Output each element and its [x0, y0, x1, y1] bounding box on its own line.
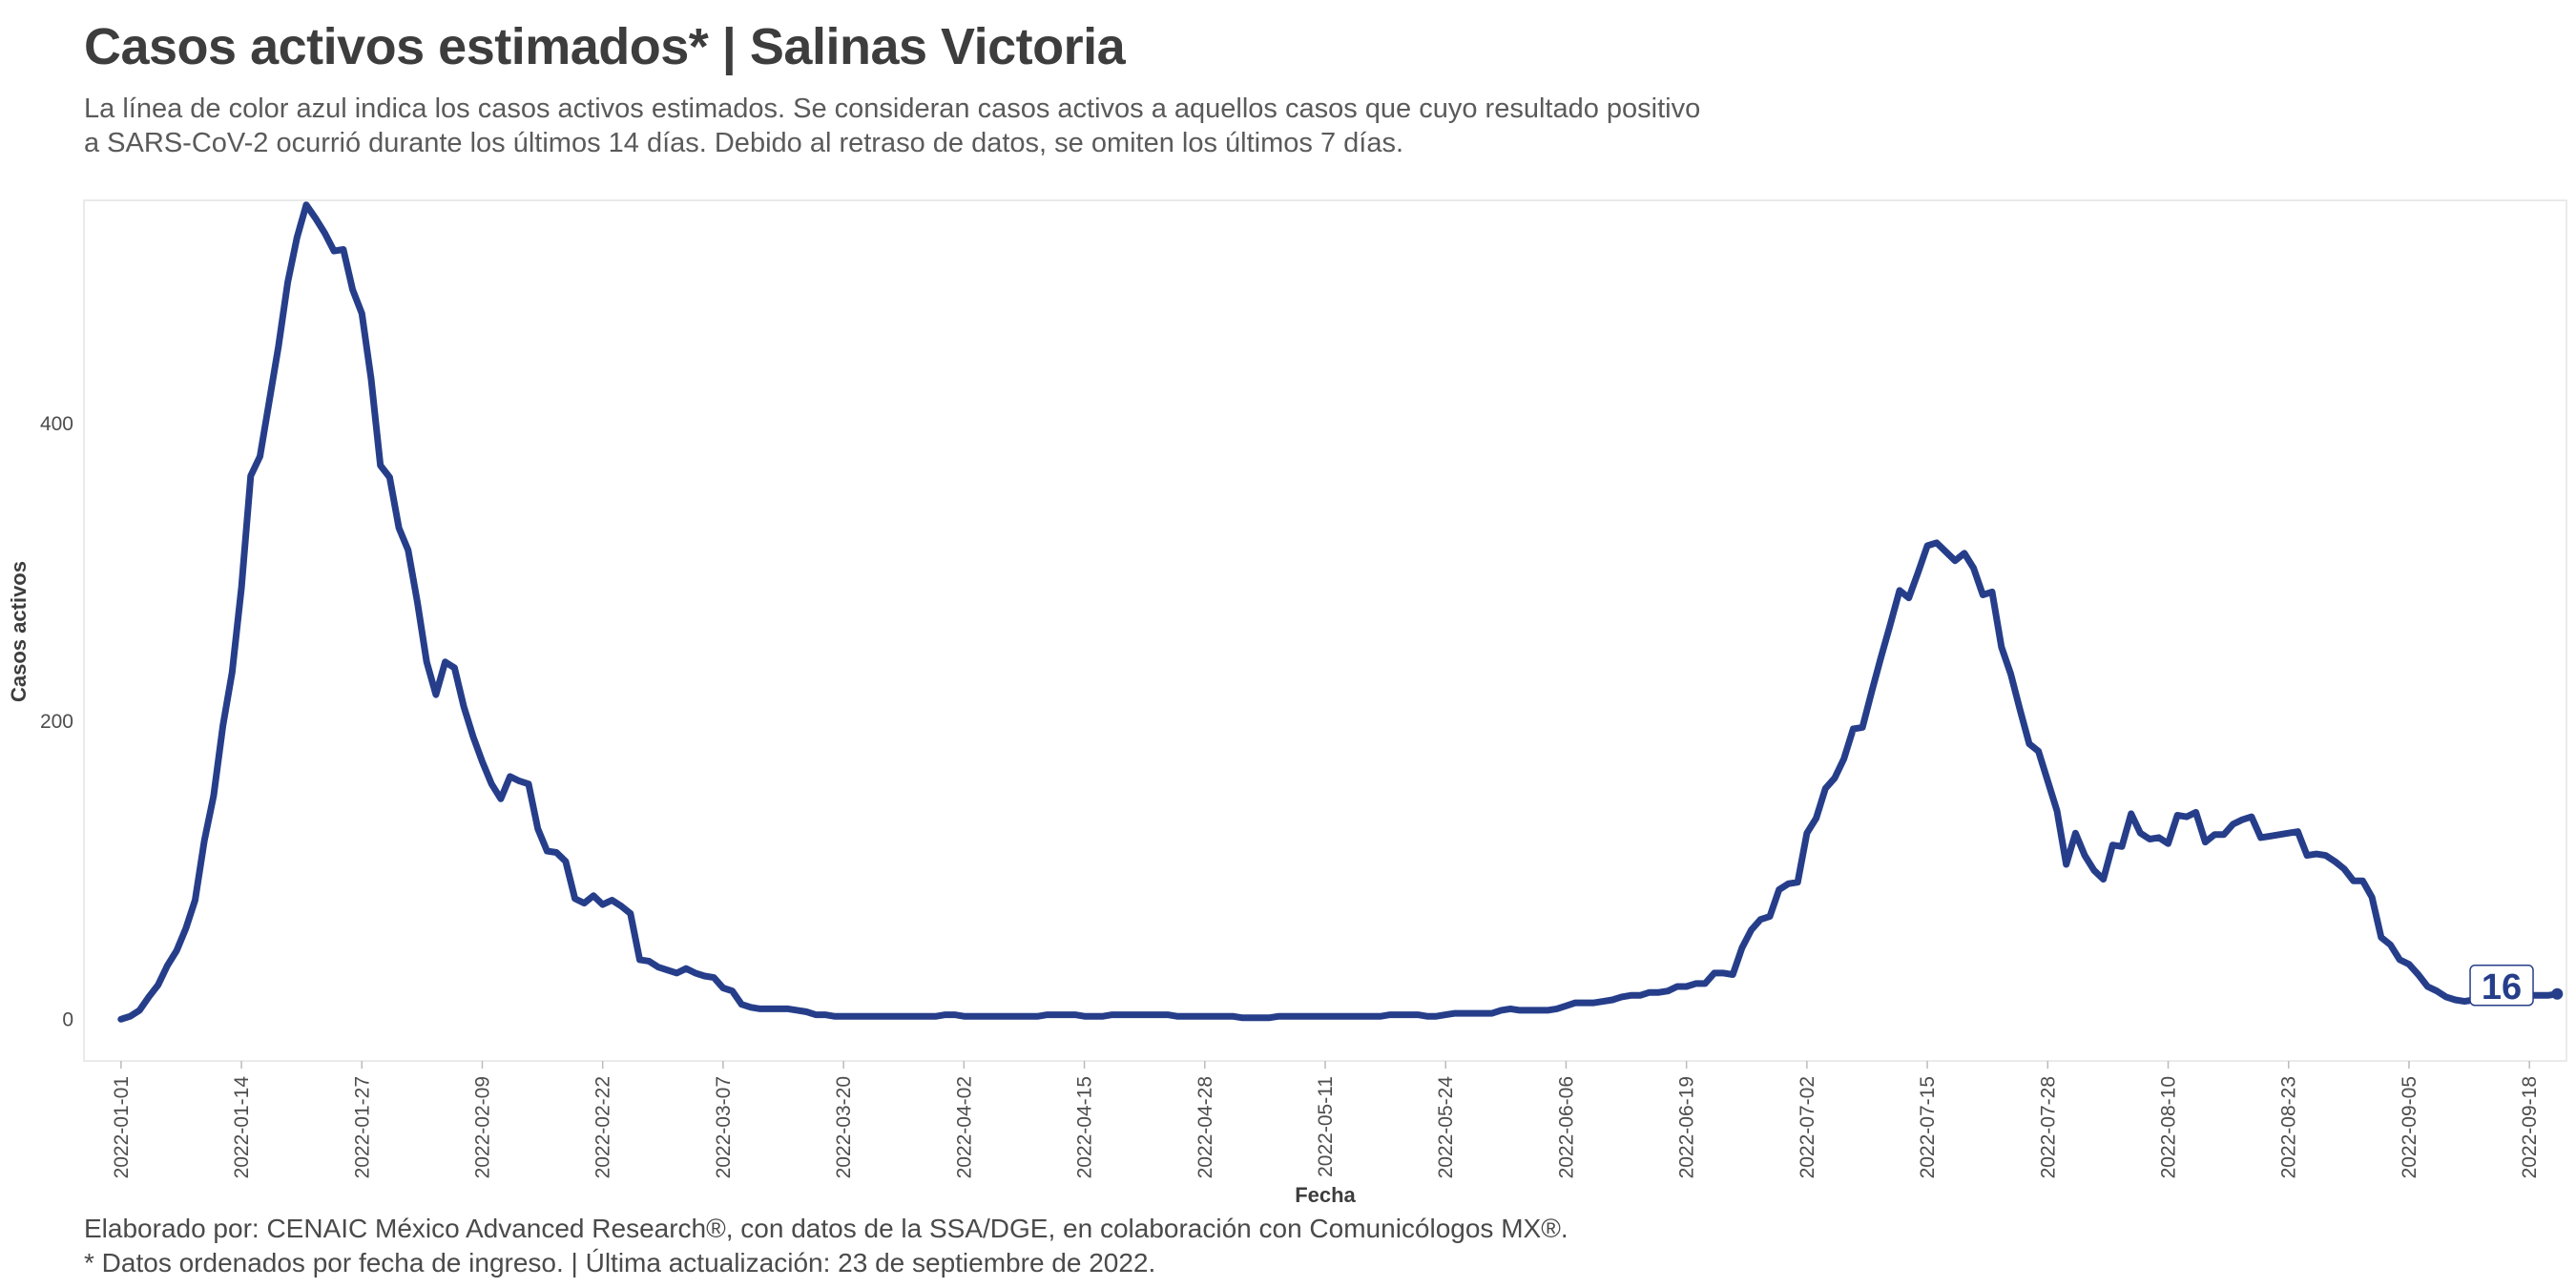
x-tick-label: 2022-08-23 — [2278, 1076, 2300, 1178]
x-tick-label: 2022-02-22 — [592, 1076, 614, 1178]
caption-line-1: Elaborado por: CENAIC México Advanced Re… — [84, 1214, 1568, 1243]
x-tick-label: 2022-05-11 — [1315, 1076, 1337, 1177]
y-tick-label: 200 — [40, 711, 73, 733]
series-end-point — [2551, 987, 2564, 1000]
x-tick-label: 2022-05-24 — [1435, 1076, 1457, 1179]
x-tick-label: 2022-04-28 — [1195, 1076, 1216, 1178]
x-tick-label: 2022-03-20 — [833, 1076, 855, 1178]
x-tick-label: 2022-01-01 — [111, 1076, 133, 1178]
series-line-casos-activos — [117, 201, 2561, 1023]
caption-line-2: * Datos ordenados por fecha de ingreso. … — [84, 1248, 1156, 1278]
x-tick-label: 2022-07-02 — [1797, 1076, 1818, 1178]
x-tick-label: 2022-07-15 — [1917, 1076, 1939, 1178]
x-tick-label: 2022-04-15 — [1074, 1076, 1096, 1178]
chart-title: Casos activos estimados* | Salinas Victo… — [84, 18, 1126, 75]
x-tick-label: 2022-06-19 — [1676, 1076, 1698, 1178]
y-axis: 0 200 400 — [40, 413, 73, 1030]
y-tick-label: 0 — [62, 1008, 73, 1030]
plot-panel — [83, 199, 2567, 1062]
x-tick-label: 2022-08-10 — [2158, 1076, 2180, 1178]
y-tick-label: 400 — [40, 413, 73, 435]
end-value-label-box — [2469, 965, 2534, 1007]
subtitle-line-1: La línea de color azul indica los casos … — [84, 93, 1701, 124]
x-tick-label: 2022-01-14 — [231, 1076, 253, 1179]
x-tick-label: 2022-09-18 — [2519, 1076, 2541, 1178]
x-tick-label: 2022-06-06 — [1555, 1076, 1577, 1178]
end-value-label: 16 — [2482, 967, 2522, 1008]
x-tick-label: 2022-02-09 — [471, 1076, 493, 1178]
x-axis: 2022-01-01 2022-01-14 2022-01-27 2022-02-09… — [111, 1061, 2541, 1178]
y-axis-title: Casos activos — [7, 561, 31, 702]
x-tick-label: 2022-09-05 — [2399, 1076, 2420, 1178]
series-layer: 16 — [117, 201, 2564, 1023]
x-tick-label: 2022-04-02 — [953, 1076, 975, 1178]
chart-subtitle: La línea de color azul indica los casos … — [84, 92, 1897, 160]
x-tick-label: 2022-03-07 — [713, 1076, 735, 1178]
x-tick-label: 2022-01-27 — [351, 1076, 373, 1178]
chart-caption: Elaborado por: CENAIC México Advanced Re… — [84, 1212, 1568, 1280]
subtitle-line-2: a SARS-CoV-2 ocurrió durante los últimos… — [84, 128, 1404, 158]
x-axis-title: Fecha — [1295, 1183, 1356, 1207]
x-tick-label: 2022-07-28 — [2037, 1076, 2059, 1178]
